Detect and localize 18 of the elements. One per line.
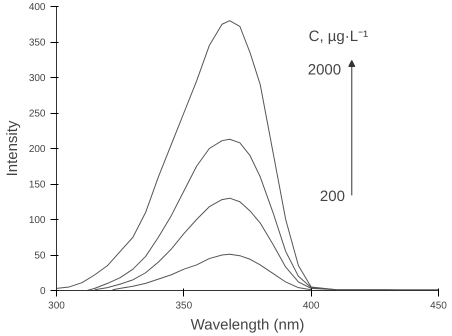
x-tick-label: 300: [48, 300, 66, 312]
y-tick-label: 0: [40, 286, 46, 297]
x-tick-label: 450: [430, 300, 448, 312]
annotation: 2000: [308, 61, 342, 78]
x-axis-title: Wavelength (nm): [190, 316, 304, 334]
x-tick-label: 400: [302, 300, 320, 312]
annotation: C, µg·L⁻¹: [308, 28, 368, 45]
y-tick-label: 400: [28, 2, 46, 13]
y-tick-label: 250: [28, 108, 46, 120]
annotation: 200: [320, 188, 345, 205]
x-tick-label: 350: [175, 300, 193, 312]
y-tick-label: 350: [28, 38, 46, 48]
y-tick-label: 50: [34, 250, 46, 262]
y-tick-label: 150: [28, 180, 46, 190]
y-tick-label: 100: [28, 215, 46, 226]
y-tick-label: 200: [28, 144, 46, 155]
y-tick-label: 300: [28, 73, 46, 84]
y-axis-title: Intensity: [4, 120, 21, 176]
